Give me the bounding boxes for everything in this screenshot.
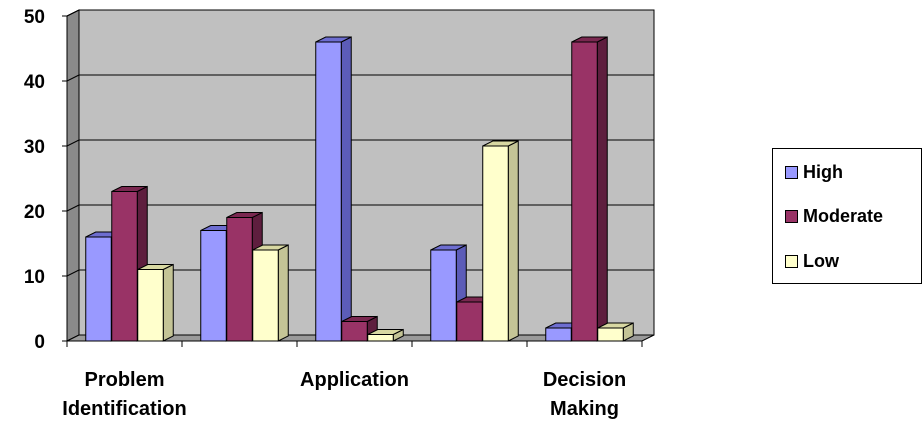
x-category-label: Application <box>300 369 409 391</box>
y-tick-label: 50 <box>24 7 45 28</box>
bar-front <box>226 217 253 342</box>
bar-side <box>162 263 174 342</box>
bar-front <box>137 269 164 342</box>
bar-front <box>252 249 279 342</box>
bar <box>315 36 352 342</box>
legend-label-high: High <box>803 161 843 182</box>
bar-front <box>315 41 342 342</box>
gridline-side <box>66 74 80 82</box>
bar <box>252 244 289 342</box>
bar-front <box>111 191 138 342</box>
bar-side <box>340 36 352 342</box>
bar-side <box>596 36 608 342</box>
gridline-side <box>66 269 80 277</box>
bar <box>571 36 608 342</box>
y-tick-label: 40 <box>24 72 45 93</box>
side-wall <box>66 9 80 342</box>
bar-side <box>277 244 289 342</box>
bar <box>597 322 634 342</box>
legend-swatch-moderate <box>785 209 798 223</box>
x-category-label: Decision Making <box>543 369 626 420</box>
bar-side <box>507 140 519 342</box>
legend-item-low: Low <box>785 250 839 272</box>
y-tick-label: 10 <box>24 267 45 288</box>
bar-front <box>597 327 624 342</box>
bar <box>137 263 174 342</box>
bars <box>85 36 634 342</box>
legend-item-high: High <box>785 161 843 183</box>
legend-label-low: Low <box>803 250 839 271</box>
bar <box>367 328 404 342</box>
bar-front <box>430 249 457 342</box>
y-tick-label: 0 <box>34 332 45 353</box>
bar-front <box>341 321 368 342</box>
bar-front <box>545 327 572 342</box>
gridlines <box>66 9 654 277</box>
y-tick-label: 20 <box>24 202 45 223</box>
legend: High Moderate Low <box>772 148 922 284</box>
legend-label-moderate: Moderate <box>803 205 884 226</box>
x-axis: Problem Identification Application Decision… <box>62 340 643 420</box>
gridline-side <box>66 9 80 17</box>
y-tick-label: 30 <box>24 137 45 158</box>
bar-front <box>571 41 598 342</box>
bar <box>482 140 519 342</box>
y-axis: 0 10 20 30 40 50 <box>24 7 68 353</box>
bar-front <box>367 334 394 342</box>
legend-swatch-high <box>785 165 798 179</box>
bar-front <box>482 145 509 342</box>
gridline-side <box>66 204 80 212</box>
bar-front <box>456 301 483 342</box>
gridline-side <box>66 139 80 147</box>
legend-item-moderate: Moderate <box>785 205 883 227</box>
x-category-label: Problem Identification <box>62 369 186 420</box>
bar-front <box>200 230 227 342</box>
bar-front <box>85 236 112 342</box>
legend-swatch-low <box>785 254 798 268</box>
